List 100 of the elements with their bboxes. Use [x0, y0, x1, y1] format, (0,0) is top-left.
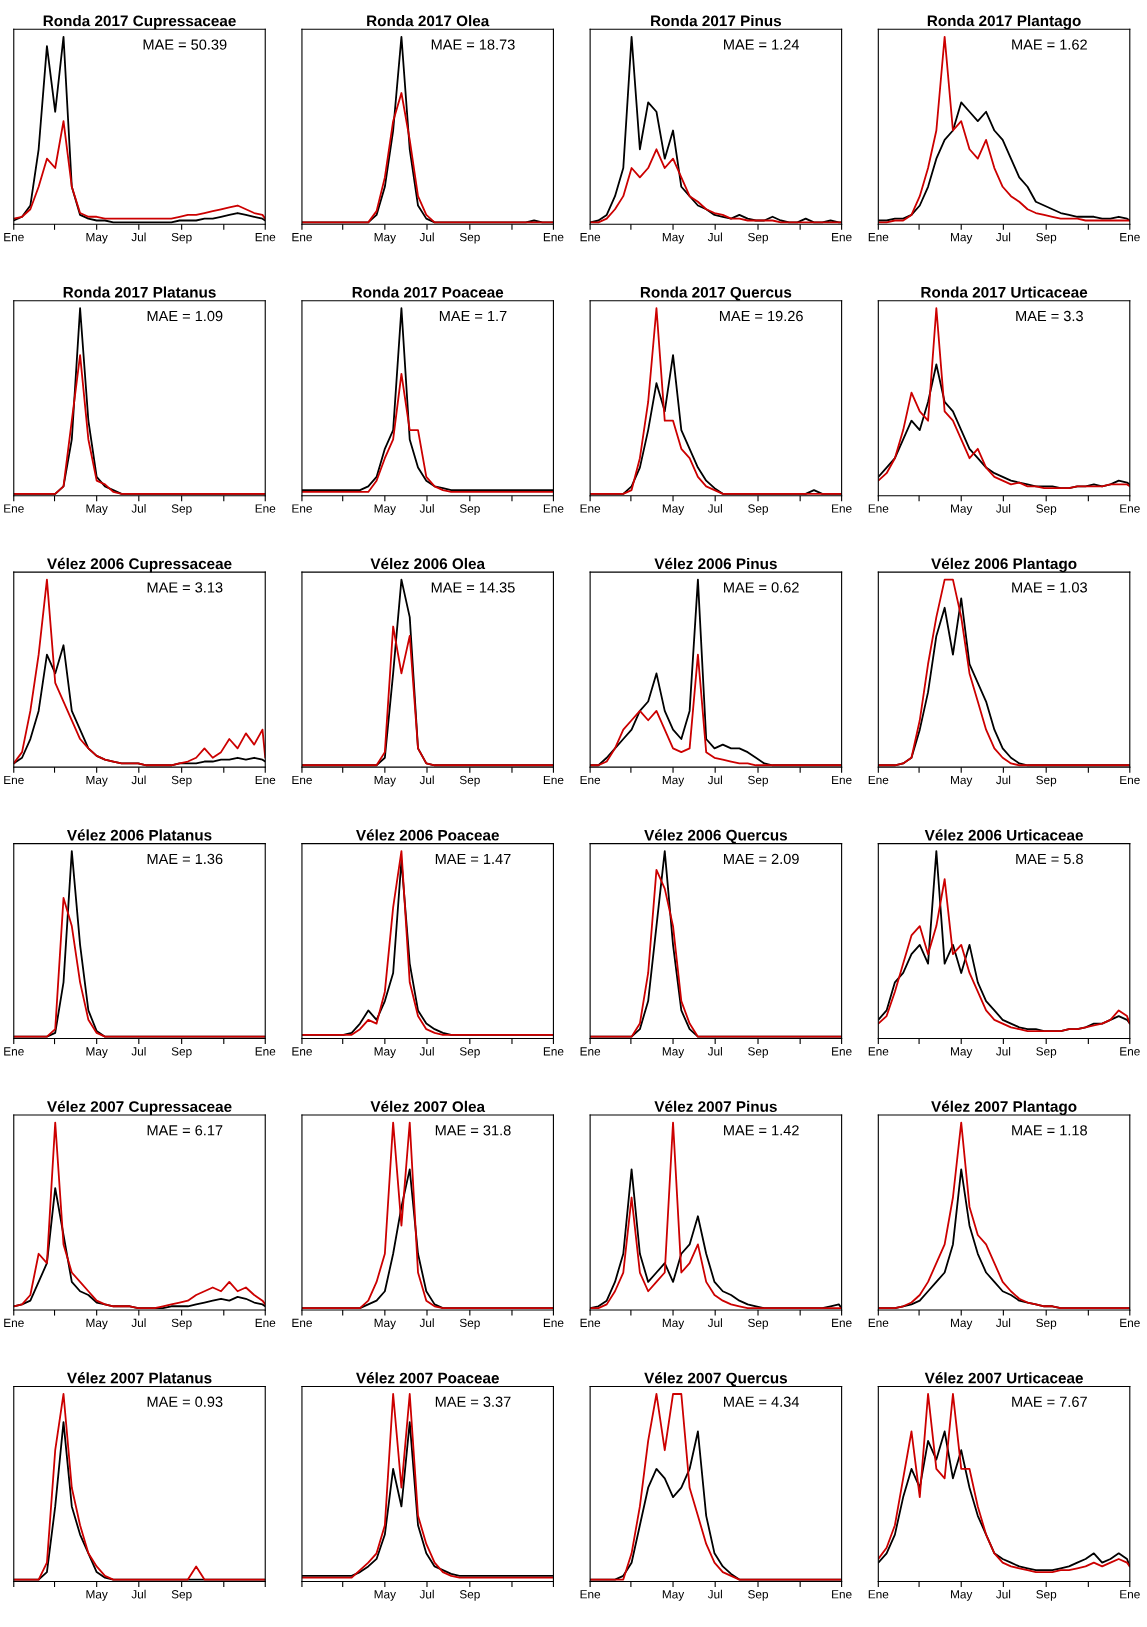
annotation: MAE = 3.3 — [1016, 310, 1083, 322]
x-tick-label: Ene — [580, 775, 601, 785]
chart-title: Ronda 2017 Platanus — [63, 286, 216, 298]
x-tick-label: May — [662, 504, 685, 516]
x-tick-label: Jul — [996, 1318, 1011, 1328]
annotation: MAE = 19.26 — [719, 310, 803, 322]
x-tick-label: May — [374, 1047, 396, 1058]
x-tick-label: May — [86, 1590, 108, 1601]
x-tick-label: Ene — [580, 1590, 601, 1599]
x-tick-label: May — [374, 775, 396, 787]
x-tick-label: Ene — [868, 1318, 889, 1328]
x-tick-label: Ene — [580, 504, 601, 513]
x-tick-label: Ene — [543, 1318, 564, 1328]
x-tick-label: Ene — [1120, 1318, 1140, 1328]
x-tick-label: Jul — [996, 775, 1011, 785]
chart-title: Vélez 2006 Pinus — [654, 557, 777, 570]
x-tick-label: Ene — [292, 1047, 312, 1056]
x-tick-label: Ene — [868, 1590, 889, 1599]
chart-title: Vélez 2006 Quercus — [644, 829, 788, 844]
chart-title: Ronda 2017 Olea — [367, 15, 490, 27]
x-tick-label: Ene — [543, 504, 564, 513]
x-tick-label: May — [951, 1047, 973, 1058]
annotation: MAE = 0.62 — [724, 582, 799, 593]
x-tick-label: Ene — [4, 1318, 24, 1328]
x-tick-label: Sep — [748, 1590, 769, 1601]
x-tick-label: May — [374, 233, 396, 244]
x-tick-label: Ene — [292, 504, 312, 513]
annotation: MAE = 1.03 — [1012, 582, 1087, 593]
x-tick-label: Jul — [131, 1318, 146, 1328]
chart-title: Vélez 2007 Cupressaceae — [47, 1100, 232, 1116]
chart-title: Ronda 2017 Poaceae — [352, 286, 504, 298]
chart-title: Vélez 2007 Olea — [370, 1100, 486, 1113]
x-tick-label: Sep — [171, 775, 192, 787]
x-tick-label: Sep — [459, 1318, 480, 1330]
x-tick-label: Jul — [419, 1589, 434, 1599]
x-tick-label: Ene — [4, 233, 24, 242]
annotation: MAE = 14.35 — [431, 582, 515, 593]
chart-title: Vélez 2007 Pinus — [654, 1100, 777, 1113]
x-tick-label: May — [951, 1590, 973, 1601]
x-tick-label: Sep — [171, 1047, 192, 1058]
x-tick-label: Sep — [1036, 1047, 1057, 1058]
annotation: MAE = 18.73 — [431, 39, 515, 50]
chart-title: Vélez 2007 Quercus — [644, 1372, 788, 1387]
x-tick-label: Sep — [748, 232, 769, 244]
x-tick-label: Sep — [748, 1318, 769, 1330]
chart-title: Vélez 2006 Urticaceae — [924, 829, 1083, 841]
annotation: MAE = 5.8 — [1016, 853, 1083, 865]
x-tick-label: Jul — [131, 504, 146, 513]
x-tick-label: Ene — [4, 1047, 24, 1056]
x-tick-label: Sep — [459, 232, 480, 244]
x-tick-label: Ene — [1120, 233, 1140, 242]
x-tick-label: Jul — [707, 1589, 722, 1599]
chart-title: Vélez 2006 Olea — [370, 557, 486, 570]
chart-title: Ronda 2017 Pinus — [651, 15, 782, 27]
x-tick-label: Ene — [832, 1047, 852, 1056]
annotation: MAE = 1.24 — [724, 39, 800, 50]
chart-title: Ronda 2017 Urticaceae — [921, 286, 1088, 298]
annotation: MAE = 31.8 — [435, 1125, 511, 1136]
chart-title: Vélez 2007 Urticaceae — [924, 1372, 1083, 1384]
annotation: MAE = 1.36 — [147, 853, 223, 865]
x-tick-label: Sep — [1036, 1318, 1057, 1330]
x-tick-label: Sep — [1036, 232, 1057, 244]
x-tick-label: Jul — [707, 232, 722, 242]
x-tick-label: May — [86, 1047, 108, 1058]
x-tick-label: Ene — [832, 775, 852, 785]
x-tick-label: Ene — [543, 1047, 564, 1056]
x-tick-label: Sep — [1036, 504, 1057, 516]
x-tick-label: Jul — [996, 1046, 1011, 1056]
x-tick-label: Jul — [707, 1318, 722, 1328]
chart-title: Vélez 2007 Poaceae — [356, 1372, 499, 1384]
x-tick-label: Ene — [292, 775, 312, 785]
x-tick-label: Ene — [292, 233, 312, 242]
annotation: MAE = 1.62 — [1012, 39, 1087, 50]
x-tick-label: Ene — [1120, 1590, 1140, 1599]
x-tick-label: Sep — [459, 775, 480, 787]
x-tick-label: May — [662, 775, 685, 787]
x-tick-label: Ene — [580, 1047, 601, 1056]
x-tick-label: Ene — [255, 775, 276, 785]
x-tick-label: Ene — [4, 504, 24, 513]
x-tick-label: Jul — [131, 1589, 146, 1599]
x-tick-label: Jul — [996, 232, 1011, 242]
x-tick-label: Sep — [459, 504, 480, 516]
x-tick-label: Ene — [868, 504, 889, 513]
x-tick-label: Ene — [580, 233, 601, 242]
x-tick-label: May — [951, 504, 973, 516]
chart-title: Vélez 2006 Platanus — [67, 829, 212, 841]
annotation: MAE = 3.13 — [147, 582, 223, 593]
x-tick-label: Jul — [419, 232, 434, 242]
x-tick-label: Ene — [1120, 775, 1140, 785]
annotation: MAE = 1.09 — [147, 310, 223, 322]
x-tick-label: Ene — [255, 504, 276, 513]
chart-title: Vélez 2006 Cupressaceae — [47, 557, 232, 573]
annotation: MAE = 2.09 — [724, 853, 799, 865]
x-tick-label: Ene — [4, 775, 24, 785]
x-tick-label: Ene — [292, 1318, 312, 1328]
x-tick-label: Sep — [748, 504, 769, 516]
x-tick-label: May — [374, 504, 396, 516]
x-tick-label: May — [86, 233, 108, 244]
x-tick-label: Sep — [171, 1590, 192, 1601]
x-tick-label: May — [951, 1318, 973, 1330]
